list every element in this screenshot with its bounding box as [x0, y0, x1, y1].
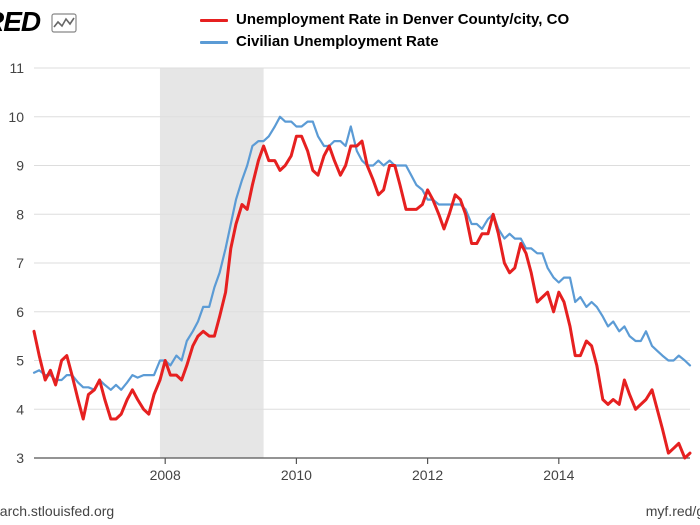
- fred-logo: RED: [0, 6, 77, 40]
- logo-text: RED: [0, 6, 40, 37]
- legend-label-1: Civilian Unemployment Rate: [236, 32, 439, 52]
- legend-label-0: Unemployment Rate in Denver County/city,…: [236, 10, 569, 30]
- footer: earch.stlouisfed.org myf.red/g/: [0, 495, 700, 519]
- y-tick-label: 10: [8, 109, 24, 125]
- legend-item: Civilian Unemployment Rate: [200, 32, 569, 52]
- line-chart: 3 4 5 6 7 8 9 10 11 2008 2010 2012 2014: [0, 60, 700, 490]
- y-tick-label: 9: [16, 158, 24, 174]
- x-tick-label: 2008: [150, 467, 181, 483]
- y-tick-label: 5: [16, 353, 24, 369]
- y-tick-label: 3: [16, 450, 24, 466]
- chart-svg: 3 4 5 6 7 8 9 10 11 2008 2010 2012 2014: [0, 60, 700, 490]
- legend-swatch-0: [200, 19, 228, 22]
- legend: Unemployment Rate in Denver County/city,…: [200, 10, 569, 54]
- footer-source: earch.stlouisfed.org: [0, 503, 114, 519]
- x-tick-label: 2012: [412, 467, 443, 483]
- y-tick-label: 7: [16, 255, 24, 271]
- y-tick-label: 6: [16, 304, 24, 320]
- footer-shortlink: myf.red/g/: [646, 503, 700, 519]
- legend-item: Unemployment Rate in Denver County/city,…: [200, 10, 569, 30]
- chart-wave-icon: [51, 8, 77, 40]
- x-tick-label: 2010: [281, 467, 312, 483]
- y-tick-label: 8: [16, 206, 24, 222]
- chart-header: RED Unemployment Rate in Denver County/c…: [0, 4, 700, 56]
- legend-swatch-1: [200, 41, 228, 44]
- y-tick-label: 11: [9, 60, 24, 76]
- x-tick-label: 2014: [543, 467, 574, 483]
- y-tick-label: 4: [16, 401, 24, 417]
